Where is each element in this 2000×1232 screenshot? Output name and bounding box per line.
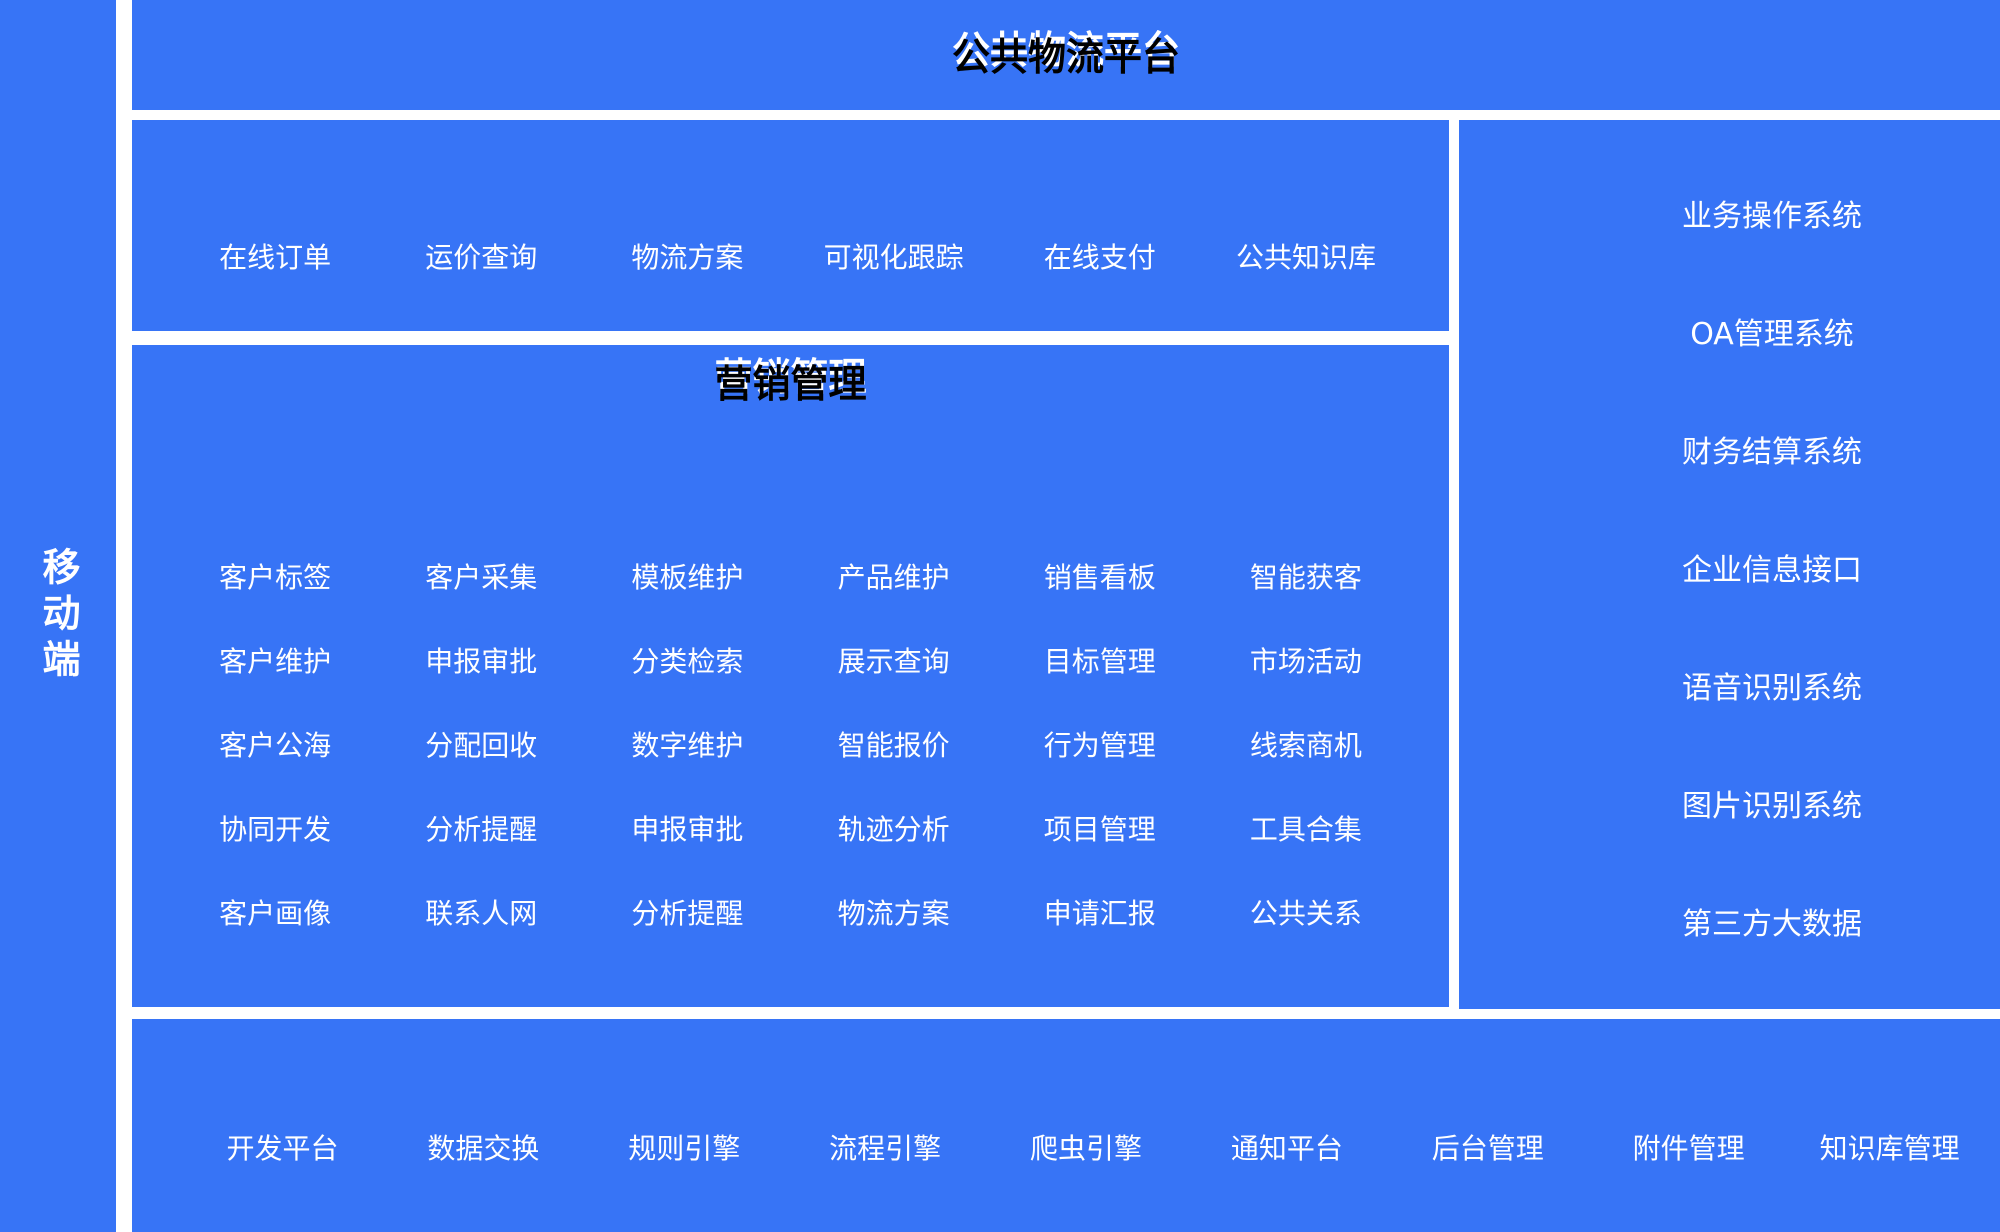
marketing-item: 客户维护 [219, 645, 332, 678]
marketing-item: 市场活动 [1249, 645, 1362, 678]
platform-item: 附件管理 [1632, 1132, 1745, 1165]
marketing-item: 智能报价 [837, 729, 950, 762]
external-systems-panel: 业务操作系统 OA管理系统 财务结算系统 企业信息接口 语音识别系统 图片识别系… [1459, 120, 2000, 1009]
marketing-item: 智能获客 [1249, 561, 1362, 594]
marketing-item: 轨迹分析 [837, 813, 950, 846]
marketing-item: 项目管理 [1043, 813, 1156, 846]
top-banner-panel: 公共物流平台 公共物流平台 [132, 0, 2000, 110]
logistics-item: 物流方案 [631, 240, 744, 274]
platform-item: 后台管理 [1431, 1132, 1544, 1165]
logistics-item: 公共知识库 [1235, 240, 1376, 274]
logistics-item: 可视化跟踪 [823, 240, 964, 274]
platform-services-row: 开发平台 数据交换 规则引擎 流程引擎 爬虫引擎 通知平台 后台管理 附件管理 … [132, 1019, 2000, 1232]
marketing-item: 客户采集 [425, 561, 538, 594]
marketing-item: 客户画像 [219, 897, 332, 930]
system-item: 图片识别系统 [1682, 789, 1862, 824]
top-banner-title: 公共物流平台 公共物流平台 [951, 30, 1180, 76]
logistics-item: 运价查询 [425, 240, 538, 274]
platform-item: 开发平台 [226, 1132, 339, 1165]
marketing-item: 产品维护 [837, 561, 950, 594]
logistics-item: 在线支付 [1043, 240, 1156, 274]
system-item: 语音识别系统 [1682, 671, 1862, 706]
platform-item: 数据交换 [427, 1132, 540, 1165]
marketing-feature-grid: 客户标签 客户采集 模板维护 产品维护 销售看板 智能获客 客户维护 申报审批 … [172, 534, 1409, 954]
marketing-item: 模板维护 [631, 561, 744, 594]
platform-item: 知识库管理 [1819, 1132, 1960, 1165]
marketing-item: 申请汇报 [1043, 897, 1156, 930]
marketing-panel: 营销管理 营销管理 客户标签 客户采集 模板维护 产品维护 销售看板 智能获客 … [132, 345, 1449, 1007]
marketing-item: 申报审批 [425, 645, 538, 678]
marketing-item: 申报审批 [631, 813, 744, 846]
mobile-side-label: 移动端 [36, 547, 80, 685]
platform-item: 流程引擎 [829, 1132, 942, 1165]
marketing-item: 客户标签 [219, 561, 332, 594]
marketing-item: 目标管理 [1043, 645, 1156, 678]
marketing-item: 联系人网 [425, 897, 538, 930]
marketing-item: 公共关系 [1249, 897, 1362, 930]
logistics-services-row: 在线订单 运价查询 物流方案 可视化跟踪 在线支付 公共知识库 [132, 120, 1449, 331]
marketing-item: 线索商机 [1249, 729, 1362, 762]
marketing-item: 分析提醒 [425, 813, 538, 846]
marketing-item: 行为管理 [1043, 729, 1156, 762]
system-item: OA管理系统 [1690, 317, 1854, 352]
marketing-item: 客户公海 [219, 729, 332, 762]
system-item: 企业信息接口 [1682, 553, 1862, 588]
system-item: 第三方大数据 [1682, 907, 1862, 942]
system-item: 财务结算系统 [1682, 435, 1862, 470]
marketing-item: 分类检索 [631, 645, 744, 678]
marketing-item: 数字维护 [631, 729, 744, 762]
marketing-item: 协同开发 [219, 813, 332, 846]
system-item: 业务操作系统 [1682, 199, 1862, 234]
marketing-item: 销售看板 [1043, 561, 1156, 594]
marketing-item: 工具合集 [1249, 813, 1362, 846]
marketing-item: 分析提醒 [631, 897, 744, 930]
marketing-item: 展示查询 [837, 645, 950, 678]
platform-item: 爬虫引擎 [1030, 1132, 1143, 1165]
platform-item: 通知平台 [1230, 1132, 1343, 1165]
logistics-item: 在线订单 [219, 240, 332, 274]
marketing-item: 物流方案 [837, 897, 950, 930]
mobile-side-panel: 移动端 [0, 0, 116, 1232]
marketing-panel-title: 营销管理 营销管理 [714, 357, 867, 403]
marketing-item: 分配回收 [425, 729, 538, 762]
platform-item: 规则引擎 [628, 1132, 741, 1165]
